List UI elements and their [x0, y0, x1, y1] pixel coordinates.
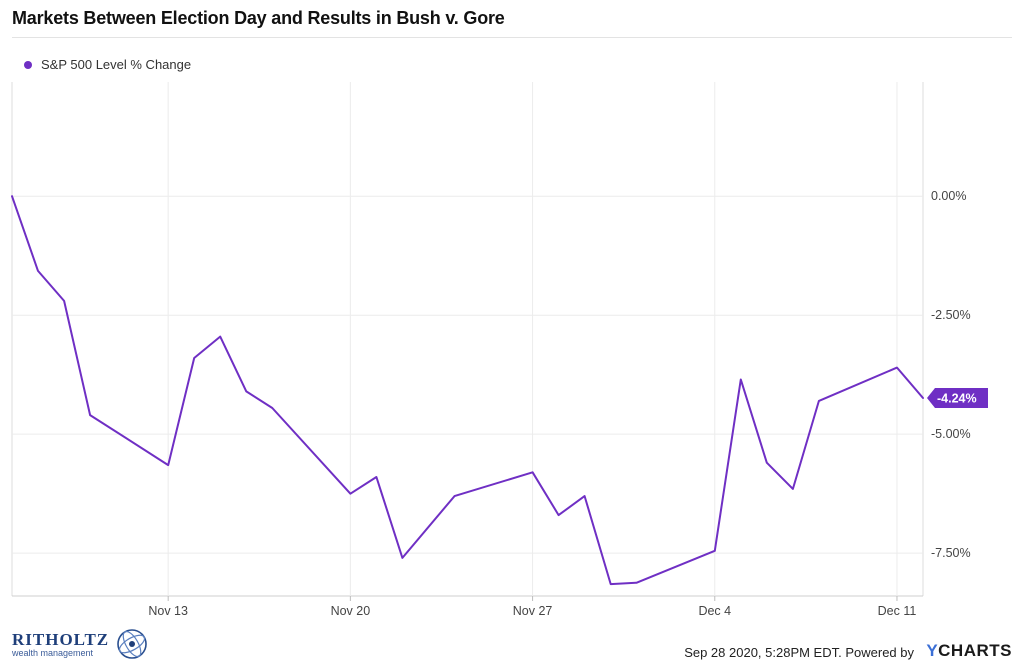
brand-rest: CHARTS [938, 641, 1012, 660]
last-value-label: -4.24% [937, 392, 977, 406]
axes: 0.00% -2.50% -5.00% -7.50% Nov 13 Nov 20 Nov 2… [148, 189, 970, 618]
ycharts-brand[interactable]: YCHARTS [926, 641, 1012, 661]
series-line [11, 195, 924, 586]
chart-title: Markets Between Election Day and Results… [12, 8, 505, 28]
y-tick-label: -7.50% [931, 546, 971, 560]
brand-y: Y [926, 641, 939, 660]
ritholtz-logo: RITHOLTZ wealth management [12, 627, 151, 661]
legend-marker [24, 60, 32, 69]
legend-label: S&P 500 Level % Change [41, 57, 192, 72]
x-tick-label: Nov 27 [513, 604, 553, 618]
x-tick-label: Nov 20 [331, 604, 371, 618]
x-tick-label: Nov 13 [148, 604, 188, 618]
grid [11, 82, 924, 597]
series [11, 195, 924, 586]
last-value-flag [927, 388, 988, 409]
legend[interactable]: S&P 500 Level % Change [24, 57, 191, 72]
logo-subtitle: wealth management [12, 647, 94, 658]
x-tick-label: Dec 11 [878, 604, 917, 618]
y-tick-label: -5.00% [931, 427, 971, 441]
y-tick-label: 0.00% [931, 189, 966, 203]
y-tick-label: -2.50% [931, 308, 971, 322]
value-label: -4.24% [927, 388, 988, 409]
logo-emblem-icon [117, 629, 147, 659]
x-tick-label: Dec 4 [698, 604, 731, 618]
footer-timestamp: Sep 28 2020, 5:28PM EDT. Powered by [684, 645, 914, 660]
title-divider [12, 37, 1012, 38]
logo-name: RITHOLTZ [12, 629, 110, 649]
